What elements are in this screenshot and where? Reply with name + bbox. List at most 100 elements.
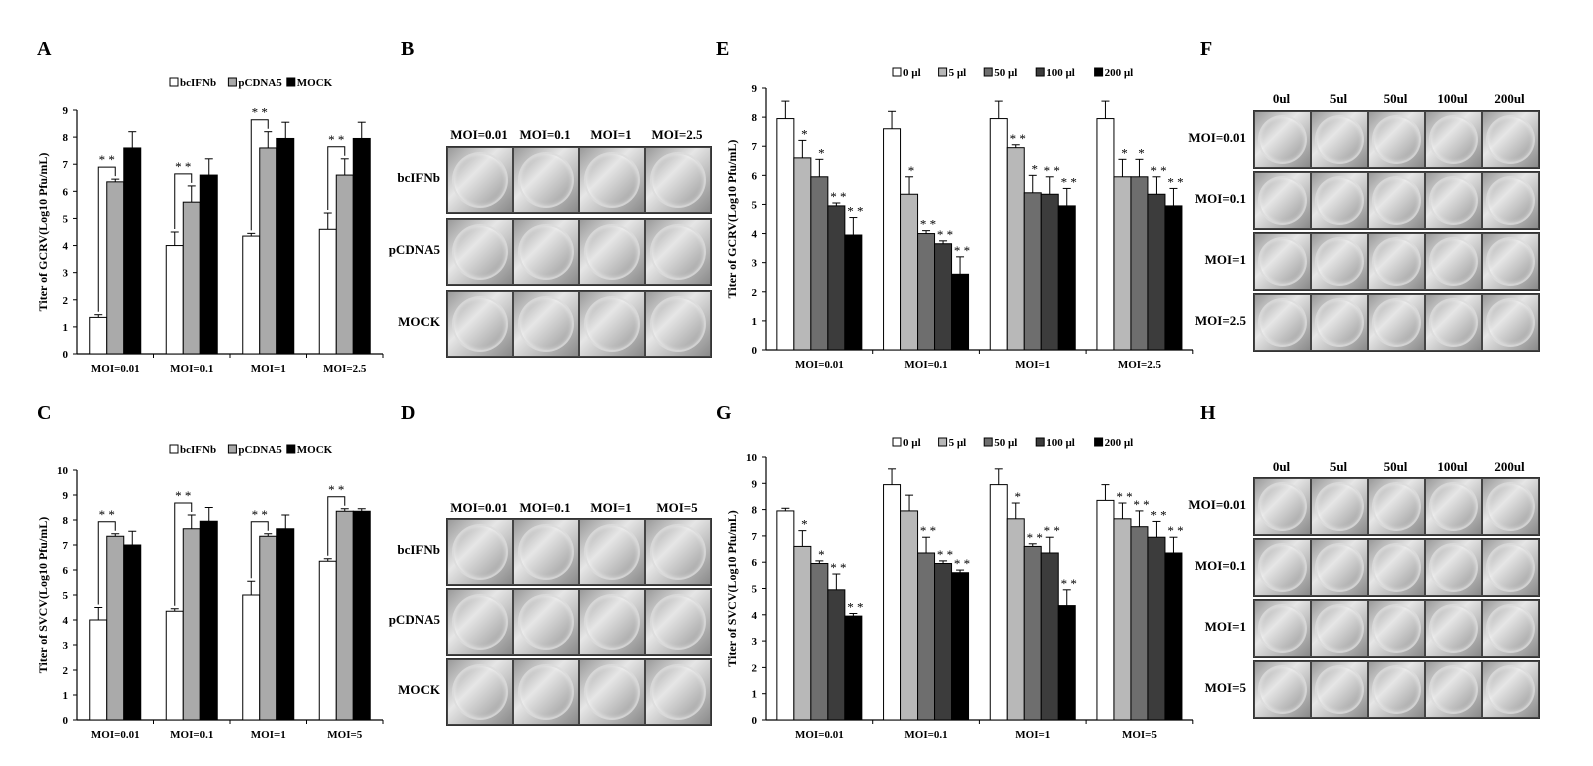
legend-label-g: 200 µl [1105,437,1134,449]
significance-bracket-a [97,166,116,312]
well-stain-h [1374,484,1419,529]
x-tick-label-a: MOI=0.01 [91,363,140,375]
bar-e [917,233,936,351]
legend-swatch-g [983,437,993,447]
culture-well-h [1311,539,1368,596]
y-tick-label-g: 2 [752,662,758,674]
bar-c [182,528,201,721]
x-tick-label-g: MOI=5 [1122,729,1157,741]
y-tick-label-g: 4 [752,610,758,622]
culture-well-f [1368,111,1425,168]
bar-c [89,619,108,721]
bar-c [276,528,295,721]
culture-well-h [1311,661,1368,718]
plate-row-f [1253,110,1540,169]
plate-row-f [1253,232,1540,291]
culture-well-f [1482,111,1539,168]
well-stain-b [520,154,572,206]
well-stain-f [1317,239,1362,284]
bar-e [1130,176,1149,351]
well-stain-f [1488,178,1533,223]
culture-well-b [579,147,645,213]
culture-well-b [447,291,513,357]
culture-well-b [645,219,711,285]
plate-column-label-d: MOI=0.01 [450,500,508,515]
bar-e [793,157,812,351]
bar-g [934,563,953,721]
culture-well-b [447,147,513,213]
bar-c [123,544,142,721]
significance-label-a: * * [99,152,115,167]
well-stain-f [1374,117,1419,162]
well-stain-d [586,526,638,578]
significance-star-g: * * [1116,489,1132,504]
y-tick-label-g: 9 [752,478,758,490]
well-stain-f [1260,178,1305,223]
well-stain-h [1260,545,1305,590]
plate-row-h [1253,538,1540,597]
legend-label-g: 100 µl [1046,437,1075,449]
bar-g [951,572,970,721]
well-stain-b [652,226,704,278]
bar-g [1113,518,1132,721]
plate-column-label-d: MOI=0.1 [519,500,571,515]
legend-label-a: bcIFNb [180,77,216,89]
culture-well-d [447,659,513,725]
bar-g [776,510,795,721]
bar-a [259,147,278,355]
well-stain-f [1488,300,1533,345]
significance-star-e: * * [920,217,936,232]
y-tick-label-e: 3 [752,258,758,270]
x-tick-label-c: MOI=0.01 [91,729,140,741]
legend-swatch-e [1094,67,1104,77]
culture-well-h [1425,539,1482,596]
y-tick-label-c: 1 [63,690,69,702]
bar-e [827,205,846,351]
legend-swatch-c [169,444,179,454]
well-stain-d [652,526,704,578]
culture-well-h [1368,478,1425,535]
well-stain-d [586,596,638,648]
culture-well-f [1254,233,1311,290]
significance-star-e: * [1032,161,1039,176]
plate-column-label-b: MOI=1 [590,127,632,142]
culture-well-f [1368,172,1425,229]
culture-well-d [513,659,579,725]
bar-e [1147,193,1166,351]
x-tick-label-e: MOI=0.1 [904,359,947,371]
culture-well-f [1254,294,1311,351]
significance-bracket-a [174,173,193,229]
x-tick-label-c: MOI=0.1 [170,729,213,741]
y-tick-label-e: 8 [752,112,758,124]
plate-row-label-f: MOI=0.01 [1188,129,1246,145]
plate-column-label-h: 200ul [1494,459,1525,474]
legend-label-g: 50 µl [994,437,1017,449]
plate-column-label-f: 200ul [1494,91,1525,106]
well-stain-h [1317,667,1362,712]
bar-c [259,535,278,721]
well-stain-d [454,666,506,718]
significance-star-g: * [818,547,825,562]
well-stain-h [1317,484,1362,529]
bar-c [242,594,261,721]
y-tick-label-g: 7 [752,531,758,543]
plate-row-h [1253,477,1540,536]
y-tick-label-c: 3 [63,640,69,652]
significance-star-e: * * [847,204,863,219]
y-tick-label-g: 8 [752,505,758,517]
panel-letter-h: H [1200,402,1216,424]
plate-column-label-f: 50ul [1383,91,1408,106]
bar-c [165,610,184,721]
plate-column-label-h: 0ul [1272,459,1291,474]
plate-row-h [1253,599,1540,658]
culture-well-d [513,519,579,585]
culture-well-b [513,291,579,357]
y-axis-label-g: Titer of SVCV(Log10 Pfu/mL) [725,510,739,667]
legend-label-e: 50 µl [994,67,1017,79]
y-tick-label-c: 5 [63,590,69,602]
bar-g [1096,499,1115,721]
significance-star-e: * [908,163,915,178]
significance-star-g: * * [954,556,970,571]
bar-e [989,118,1008,351]
bar-a [335,174,354,355]
